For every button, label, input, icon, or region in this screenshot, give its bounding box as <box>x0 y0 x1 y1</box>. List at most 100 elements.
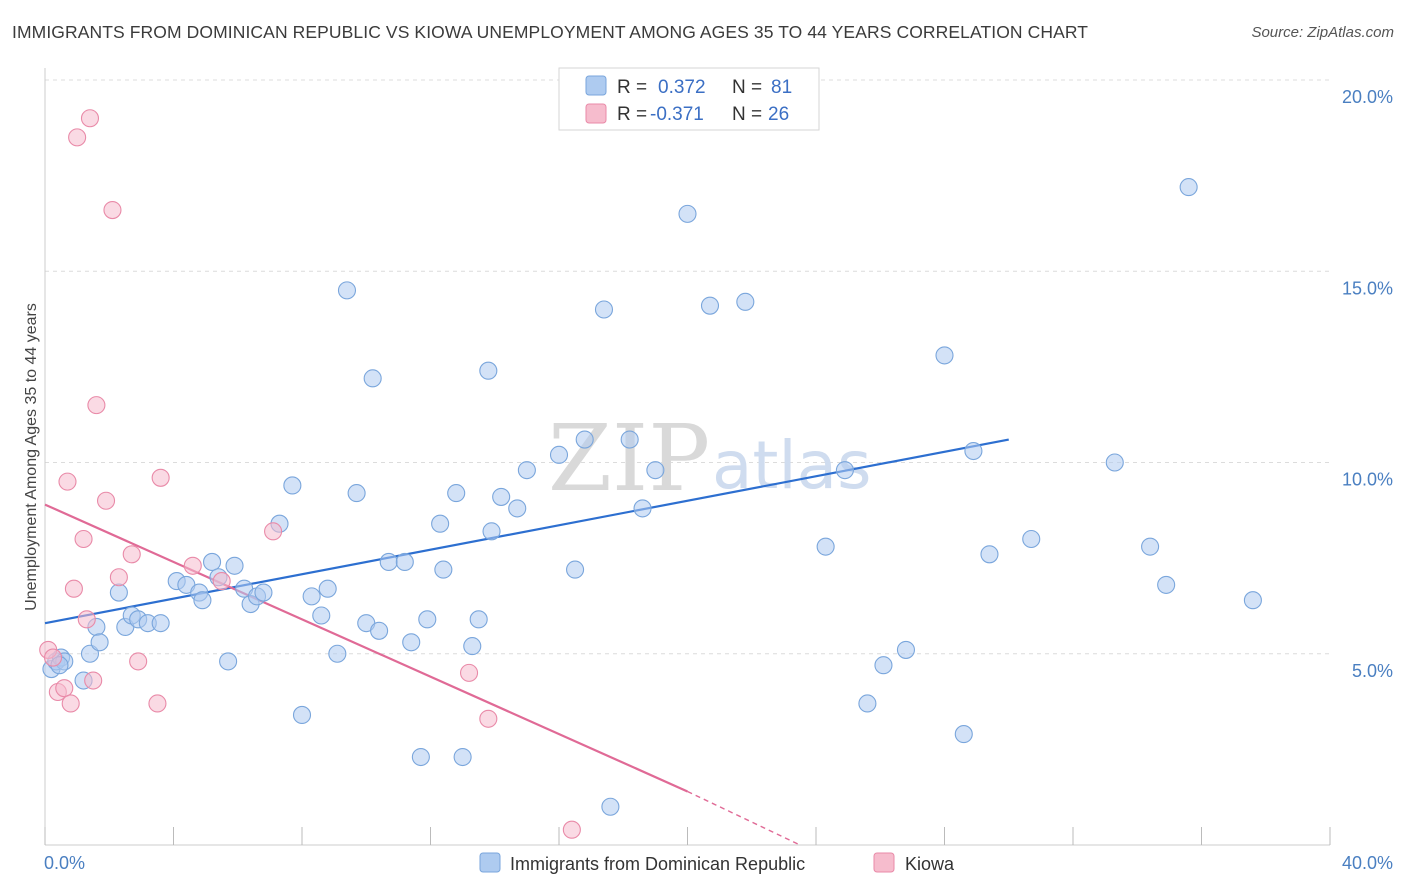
points-layer <box>39 109 1262 839</box>
point-kiowa-25 <box>562 820 581 839</box>
point-dominican-27 <box>283 476 302 495</box>
point-dominican-32 <box>328 644 347 663</box>
legend-swatch-blue <box>585 75 607 96</box>
point-dominican-7 <box>90 633 109 652</box>
point-dominican-76 <box>1141 537 1160 556</box>
point-dominican-43 <box>431 514 450 533</box>
point-dominican-31 <box>318 579 337 598</box>
point-dominican-63 <box>700 296 720 315</box>
chart-title: IMMIGRANTS FROM DOMINICAN REPUBLIC VS KI… <box>12 22 1089 42</box>
point-dominican-59 <box>620 430 639 449</box>
point-dominican-38 <box>379 552 398 572</box>
point-dominican-46 <box>453 747 472 767</box>
point-dominican-30 <box>312 606 331 625</box>
watermark-zip: ZIP <box>548 405 710 512</box>
point-dominican-33 <box>337 281 357 300</box>
point-dominican-73 <box>980 545 999 564</box>
point-dominican-75 <box>1105 453 1124 472</box>
trend-line-kiowa <box>44 503 688 793</box>
point-dominican-44 <box>434 560 453 579</box>
correlation-legend: R = 0.372 N = 81 R = -0.371 N = 26 <box>558 67 820 131</box>
point-dominican-40 <box>402 633 421 652</box>
point-dominican-48 <box>469 610 488 629</box>
point-dominican-65 <box>816 537 835 556</box>
point-kiowa-3 <box>55 679 74 698</box>
point-dominican-45 <box>447 484 466 503</box>
point-dominican-67 <box>858 694 877 713</box>
y-tick-label-15: 15.0% <box>1342 278 1393 298</box>
point-dominican-28 <box>292 705 312 725</box>
point-dominican-36 <box>363 369 382 388</box>
point-kiowa-18 <box>148 694 167 713</box>
point-dominican-60 <box>633 499 652 518</box>
y-tick-label-10: 10.0% <box>1342 470 1393 490</box>
point-dominican-41 <box>411 747 430 767</box>
point-kiowa-15 <box>109 568 128 587</box>
point-dominican-8 <box>109 583 128 602</box>
point-dominican-77 <box>1157 575 1176 594</box>
point-dominican-37 <box>370 621 389 640</box>
point-dominican-62 <box>678 204 697 223</box>
legend-n-value-1: 81 <box>771 77 792 98</box>
point-dominican-58 <box>601 797 620 816</box>
legend-r-label-2: R = <box>617 104 647 125</box>
series-label-dominican: Immigrants from Dominican Republic <box>510 854 805 874</box>
point-kiowa-17 <box>129 652 148 671</box>
series-swatch-pink <box>873 852 895 873</box>
x-tick-label-min: 0.0% <box>44 853 85 873</box>
point-kiowa-9 <box>77 610 96 629</box>
point-kiowa-14 <box>103 201 122 220</box>
point-dominican-61 <box>646 461 665 480</box>
point-dominican-70 <box>935 346 954 365</box>
point-kiowa-23 <box>459 663 479 682</box>
point-kiowa-4 <box>58 472 77 491</box>
point-kiowa-13 <box>96 491 116 510</box>
point-kiowa-22 <box>264 522 283 541</box>
legend-r-value-2: -0.371 <box>650 104 704 125</box>
point-dominican-25 <box>254 583 273 602</box>
point-dominican-18 <box>203 552 222 572</box>
point-kiowa-10 <box>80 109 100 128</box>
legend-r-label-1: R = <box>617 77 647 98</box>
point-dominican-56 <box>575 430 594 449</box>
point-kiowa-16 <box>122 545 141 564</box>
legend-n-value-2: 26 <box>768 104 789 125</box>
point-dominican-42 <box>418 610 437 629</box>
point-kiowa-24 <box>479 709 498 728</box>
point-dominican-52 <box>508 499 527 518</box>
y-tick-label-5: 5.0% <box>1352 661 1393 681</box>
point-dominican-29 <box>302 587 321 606</box>
point-dominican-72 <box>964 441 983 461</box>
point-dominican-51 <box>492 487 511 506</box>
point-dominican-39 <box>395 552 414 572</box>
point-kiowa-12 <box>87 396 106 415</box>
point-dominican-64 <box>736 292 755 311</box>
point-kiowa-19 <box>151 468 170 487</box>
point-kiowa-6 <box>64 579 83 598</box>
point-dominican-47 <box>463 637 482 656</box>
x-tick-label-max: 40.0% <box>1342 853 1393 873</box>
point-dominican-79 <box>1243 591 1262 610</box>
point-dominican-13 <box>151 614 170 633</box>
series-legend: Immigrants from Dominican Republic Kiowa <box>479 852 955 874</box>
point-dominican-71 <box>954 725 973 744</box>
legend-r-value-1: 0.372 <box>658 77 706 98</box>
y-axis-label: Unemployment Among Ages 35 to 44 years <box>23 303 40 611</box>
axes-layer: 5.0% 10.0% 15.0% 20.0% <box>44 68 1393 846</box>
point-dominican-55 <box>566 560 585 579</box>
point-dominican-50 <box>482 522 501 541</box>
trend-line-kiowa-extension <box>687 790 801 846</box>
point-dominican-53 <box>517 461 536 480</box>
point-dominican-34 <box>347 484 366 503</box>
point-kiowa-7 <box>68 128 87 147</box>
source-label: Source: ZipAtlas.com <box>1251 24 1394 41</box>
legend-swatch-pink <box>585 103 607 124</box>
point-dominican-78 <box>1179 178 1198 197</box>
point-dominican-66 <box>835 461 854 480</box>
legend-n-label-2: N = <box>732 104 762 125</box>
point-dominican-74 <box>1022 529 1041 549</box>
point-dominican-57 <box>594 300 614 319</box>
point-kiowa-20 <box>183 556 202 575</box>
point-kiowa-21 <box>212 572 231 591</box>
